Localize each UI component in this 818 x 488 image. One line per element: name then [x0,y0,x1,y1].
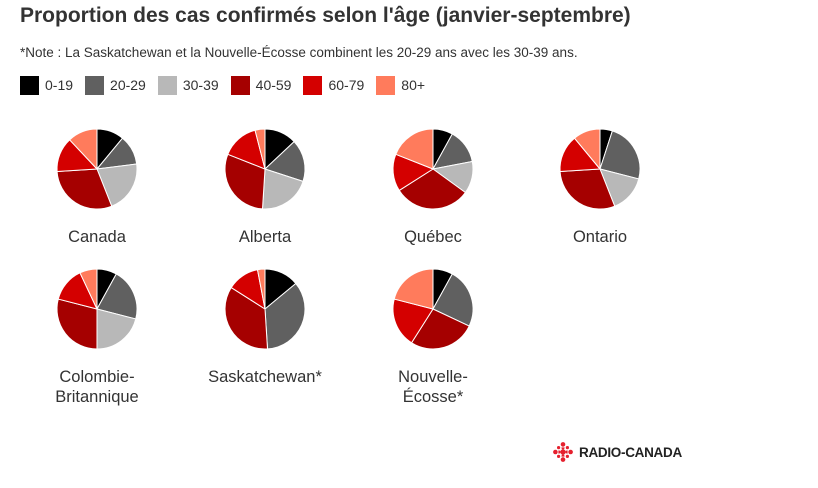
legend: 0-19 20-29 30-39 40-59 60-79 80+ [20,75,437,95]
pie-slice-80 [395,128,434,170]
pie-chart [56,268,138,350]
legend-item-80: 80+ [376,75,426,95]
pie-chart [392,128,474,210]
radio-canada-gem-icon [553,442,573,462]
legend-item-60-79: 60-79 [303,75,365,95]
pie-slice-40-59 [398,168,466,210]
legend-label: 0-19 [45,77,74,93]
pie-label: Ontario [572,228,628,246]
pie-slice-40-59 [559,168,616,210]
pie-slice-40-59 [224,153,266,210]
pie-slice-30-39 [96,163,138,207]
legend-item-20-29: 20-29 [85,75,146,95]
pie-slice-20-29 [96,273,138,320]
legend-label: 30-39 [182,77,219,93]
pie-slice-80 [393,268,434,310]
legend-swatch [157,75,177,95]
pie-slice-40-59 [56,298,98,350]
pie-chart [56,128,138,210]
legend-label: 60-79 [328,77,365,93]
pie-chart [224,128,306,210]
legend-item-30-39: 30-39 [157,75,219,95]
pie-chart [559,128,641,210]
legend-item-40-59: 40-59 [230,75,292,95]
pie-slice-20-29 [264,283,306,350]
pie-slice-40-59 [224,287,269,350]
pie-label: Nouvelle- Écosse* [398,368,468,406]
legend-item-0-19: 0-19 [20,75,74,95]
radio-canada-logo: RADIO-CANADA [552,441,682,463]
pie-slice-60-79 [392,298,434,344]
pie-label: Saskatchewan* [208,368,322,386]
pie-slice-40-59 [411,308,470,350]
pie-label: Colombie- Britannique [55,368,139,406]
legend-swatch [376,75,396,95]
pie-label: Canada [68,228,126,246]
legend-swatch [230,75,250,95]
chart-note: *Note : La Saskatchewan et la Nouvelle-É… [20,45,578,60]
pie-slice-20-29 [432,273,474,327]
pie-slice-30-39 [261,168,304,210]
pie-chart [392,268,474,350]
chart-title: Proportion des cas confirmés selon l'âge… [20,4,631,27]
legend-swatch [85,75,105,95]
legend-label: 80+ [401,77,426,93]
pie-slice-80 [257,268,266,310]
pie-chart [224,268,306,350]
pie-label: Québec [404,228,462,246]
legend-swatch [303,75,323,95]
legend-label: 40-59 [255,77,292,93]
pie-slice-80 [69,128,98,170]
legend-swatch [20,75,39,95]
pie-slice-20-29 [599,130,641,180]
pie-slice-80 [254,128,266,170]
pie-slice-30-39 [96,308,137,350]
legend-label: 20-29 [110,77,146,93]
logo-text: RADIO-CANADA [579,444,682,460]
pie-slice-80 [574,128,601,170]
pie-slice-20-29 [264,141,306,182]
pie-label: Alberta [238,228,292,246]
pie-slice-40-59 [56,168,113,210]
pie-slice-80 [79,268,98,310]
